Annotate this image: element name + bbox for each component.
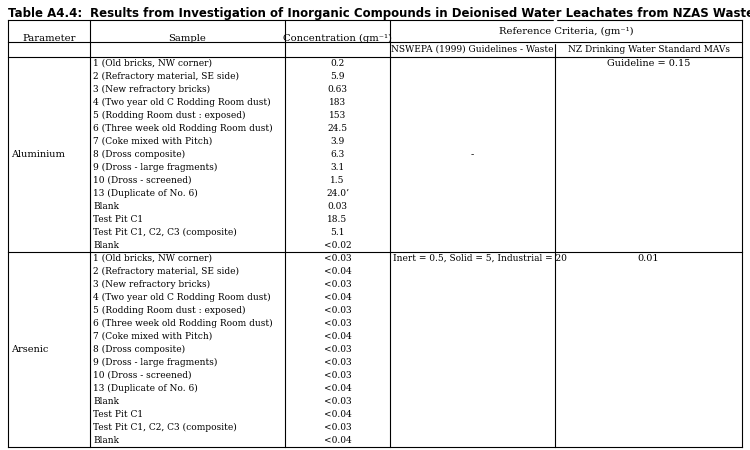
Text: <0.03: <0.03 xyxy=(324,254,351,263)
Text: Reference Criteria, (gm⁻¹): Reference Criteria, (gm⁻¹) xyxy=(499,27,633,36)
Text: 3 (New refractory bricks): 3 (New refractory bricks) xyxy=(93,280,210,289)
Text: <0.03: <0.03 xyxy=(324,423,351,432)
Text: 5 (Rodding Room dust : exposed): 5 (Rodding Room dust : exposed) xyxy=(93,111,245,120)
Text: 8 (Dross composite): 8 (Dross composite) xyxy=(93,150,185,159)
Text: Test Pit C1, C2, C3 (composite): Test Pit C1, C2, C3 (composite) xyxy=(93,228,237,237)
Text: <0.04: <0.04 xyxy=(324,384,351,393)
Text: -: - xyxy=(471,150,474,159)
Text: 6 (Three week old Rodding Room dust): 6 (Three week old Rodding Room dust) xyxy=(93,319,273,328)
Text: 2 (Refractory material, SE side): 2 (Refractory material, SE side) xyxy=(93,267,239,276)
Text: <0.03: <0.03 xyxy=(324,371,351,380)
Text: 6 (Three week old Rodding Room dust): 6 (Three week old Rodding Room dust) xyxy=(93,124,273,133)
Text: <0.04: <0.04 xyxy=(324,267,351,276)
Text: 4 (Two year old C Rodding Room dust): 4 (Two year old C Rodding Room dust) xyxy=(93,293,271,302)
Text: <0.03: <0.03 xyxy=(324,280,351,289)
Text: Inert = 0.5, Solid = 5, Industrial = 20: Inert = 0.5, Solid = 5, Industrial = 20 xyxy=(393,254,567,263)
Text: Parameter: Parameter xyxy=(22,34,76,43)
Text: Results from Investigation of Inorganic Compounds in Deionised Water Leachates f: Results from Investigation of Inorganic … xyxy=(90,7,750,20)
Text: 24.0ʼ: 24.0ʼ xyxy=(326,189,349,198)
Text: Table A4.4:: Table A4.4: xyxy=(8,7,82,20)
Text: 13 (Duplicate of No. 6): 13 (Duplicate of No. 6) xyxy=(93,384,198,393)
Text: 8 (Dross composite): 8 (Dross composite) xyxy=(93,345,185,354)
Text: 7 (Coke mixed with Pitch): 7 (Coke mixed with Pitch) xyxy=(93,332,212,341)
Text: 5.9: 5.9 xyxy=(330,72,345,81)
Text: 2 (Refractory material, SE side): 2 (Refractory material, SE side) xyxy=(93,72,239,81)
Text: Test Pit C1: Test Pit C1 xyxy=(93,215,143,224)
Text: <0.04: <0.04 xyxy=(324,436,351,445)
Text: Test Pit C1, C2, C3 (composite): Test Pit C1, C2, C3 (composite) xyxy=(93,423,237,432)
Text: <0.04: <0.04 xyxy=(324,410,351,419)
Text: 4 (Two year old C Rodding Room dust): 4 (Two year old C Rodding Room dust) xyxy=(93,98,271,107)
Text: <0.02: <0.02 xyxy=(324,241,351,250)
Text: 183: 183 xyxy=(329,98,346,107)
Text: 0.2: 0.2 xyxy=(330,59,344,68)
Text: Guideline = 0.15: Guideline = 0.15 xyxy=(607,59,690,68)
Text: Blank: Blank xyxy=(93,436,119,445)
Text: 9 (Dross - large fragments): 9 (Dross - large fragments) xyxy=(93,163,218,172)
Text: 5 (Rodding Room dust : exposed): 5 (Rodding Room dust : exposed) xyxy=(93,306,245,315)
Text: <0.03: <0.03 xyxy=(324,306,351,315)
Text: 3.1: 3.1 xyxy=(330,163,344,172)
Text: 1 (Old bricks, NW corner): 1 (Old bricks, NW corner) xyxy=(93,59,212,68)
Text: 0.01: 0.01 xyxy=(638,254,659,263)
Text: <0.03: <0.03 xyxy=(324,319,351,328)
Text: 18.5: 18.5 xyxy=(327,215,347,224)
Text: 3.9: 3.9 xyxy=(330,137,344,146)
Text: <0.03: <0.03 xyxy=(324,397,351,406)
Text: 1.5: 1.5 xyxy=(330,176,345,185)
Text: Blank: Blank xyxy=(93,241,119,250)
Text: 13 (Duplicate of No. 6): 13 (Duplicate of No. 6) xyxy=(93,189,198,198)
Text: Sample: Sample xyxy=(169,34,206,43)
Text: 3 (New refractory bricks): 3 (New refractory bricks) xyxy=(93,85,210,94)
Text: NSWEPA (1999) Guidelines - Waste: NSWEPA (1999) Guidelines - Waste xyxy=(392,45,554,54)
Text: 153: 153 xyxy=(328,111,346,120)
Text: 1 (Old bricks, NW corner): 1 (Old bricks, NW corner) xyxy=(93,254,212,263)
Text: 9 (Dross - large fragments): 9 (Dross - large fragments) xyxy=(93,358,218,367)
Text: NZ Drinking Water Standard MAVs: NZ Drinking Water Standard MAVs xyxy=(568,45,730,54)
Text: 0.03: 0.03 xyxy=(328,202,347,211)
Text: Test Pit C1: Test Pit C1 xyxy=(93,410,143,419)
Text: 10 (Dross - screened): 10 (Dross - screened) xyxy=(93,371,191,380)
Text: <0.04: <0.04 xyxy=(324,293,351,302)
Text: <0.03: <0.03 xyxy=(324,345,351,354)
Text: Blank: Blank xyxy=(93,202,119,211)
Text: 5.1: 5.1 xyxy=(330,228,345,237)
Text: Arsenic: Arsenic xyxy=(11,345,48,354)
Text: Blank: Blank xyxy=(93,397,119,406)
Text: 7 (Coke mixed with Pitch): 7 (Coke mixed with Pitch) xyxy=(93,137,212,146)
Text: 10 (Dross - screened): 10 (Dross - screened) xyxy=(93,176,191,185)
Text: 6.3: 6.3 xyxy=(330,150,344,159)
Text: Aluminium: Aluminium xyxy=(11,150,64,159)
Text: Concentration (gm⁻¹): Concentration (gm⁻¹) xyxy=(283,34,392,43)
Text: 0.63: 0.63 xyxy=(328,85,347,94)
Text: 24.5: 24.5 xyxy=(328,124,347,133)
Text: <0.03: <0.03 xyxy=(324,358,351,367)
Text: <0.04: <0.04 xyxy=(324,332,351,341)
